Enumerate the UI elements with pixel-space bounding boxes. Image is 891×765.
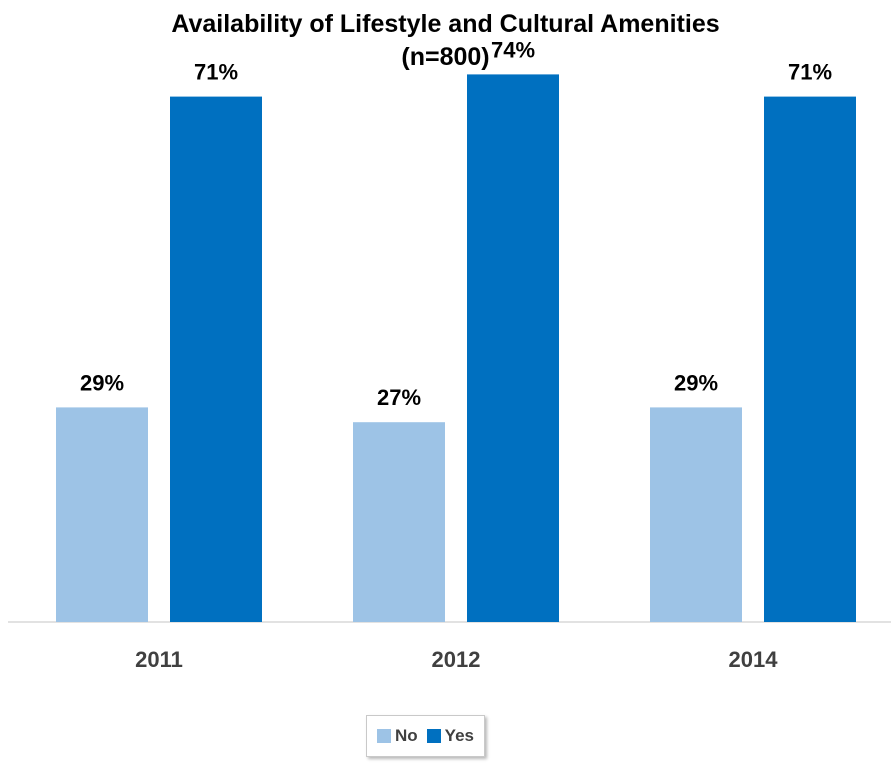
data-labels-layer: 29% 71% 27% 74% 29% 71% xyxy=(80,37,832,410)
bar-no-2014 xyxy=(650,407,742,622)
bars-layer xyxy=(56,74,856,623)
category-label-2012: 2012 xyxy=(432,647,481,672)
data-label-yes-2011: 71% xyxy=(194,60,238,85)
legend-item-no: No xyxy=(377,726,418,746)
bar-yes-2014 xyxy=(764,96,856,623)
chart-title-line2: (n=800) xyxy=(401,43,490,71)
legend: No Yes xyxy=(366,715,485,757)
category-label-2014: 2014 xyxy=(729,647,779,672)
data-label-yes-2014: 71% xyxy=(788,60,832,85)
bar-yes-2011 xyxy=(170,96,262,623)
category-labels-layer: 2011 2012 2014 xyxy=(135,647,778,672)
chart-title-line1: Availability of Lifestyle and Cultural A… xyxy=(171,10,720,38)
legend-swatch-yes xyxy=(426,729,441,743)
data-label-yes-2012: 74% xyxy=(491,37,535,62)
bar-chart-plot: 29% 71% 27% 74% 29% 71% 2011 2012 2014 xyxy=(8,37,891,672)
legend-label-no: No xyxy=(395,726,418,745)
category-label-2011: 2011 xyxy=(135,647,183,672)
legend-swatch-no xyxy=(377,729,391,743)
bar-no-2011 xyxy=(56,407,148,622)
data-label-no-2012: 27% xyxy=(377,385,421,410)
legend-label-yes: Yes xyxy=(444,726,474,745)
chart-title: Availability of Lifestyle and Cultural A… xyxy=(0,8,891,74)
bar-yes-2012 xyxy=(467,74,559,622)
data-label-no-2014: 29% xyxy=(674,370,718,395)
legend-item-yes: Yes xyxy=(426,726,474,746)
bar-no-2012 xyxy=(353,422,445,622)
data-label-no-2011: 29% xyxy=(80,370,124,395)
